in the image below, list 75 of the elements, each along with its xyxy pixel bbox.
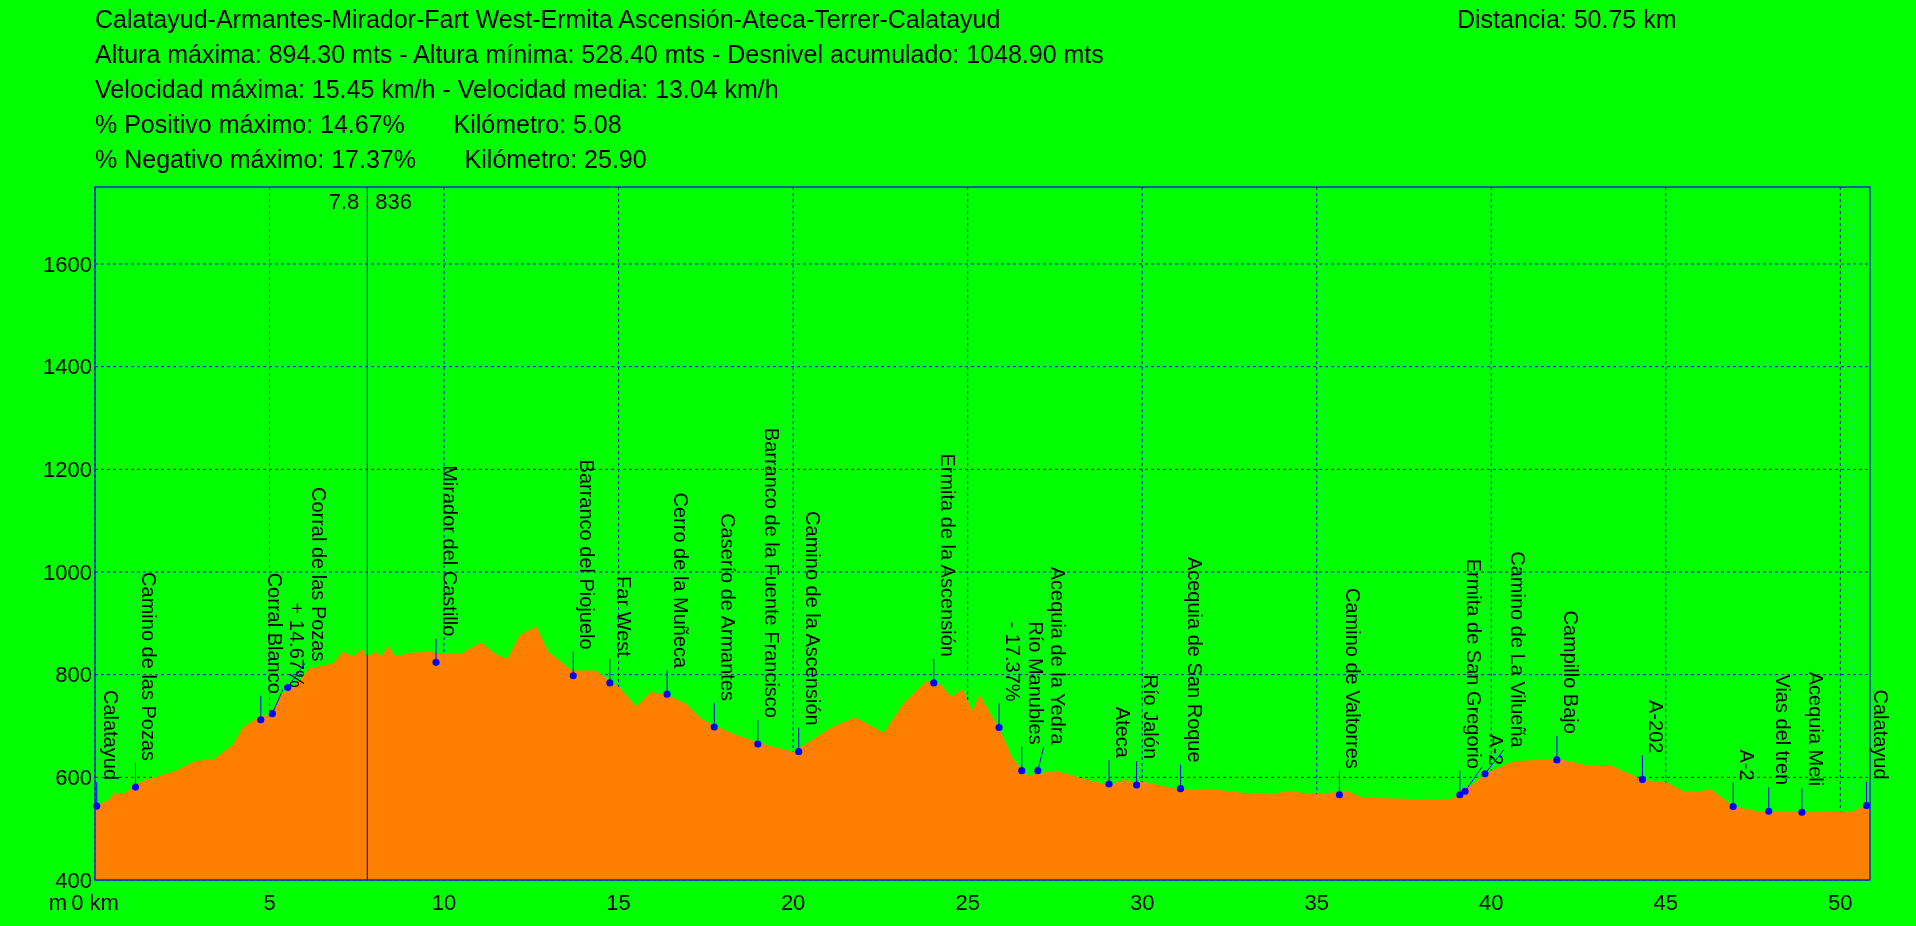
- annotation: + 14.67%: [285, 602, 308, 688]
- annotation: Ateca: [1112, 706, 1135, 759]
- y-tick-label: 1000: [43, 559, 92, 585]
- annotation: Barranco de la Fuente Francisco: [760, 427, 783, 718]
- point: [257, 716, 265, 724]
- annotation: Camino de las Pozas: [138, 572, 161, 762]
- point: [710, 723, 718, 731]
- point: [1177, 785, 1185, 793]
- x-tick-label: 45: [1653, 890, 1679, 915]
- ref-line-label: 7.8: [328, 189, 360, 214]
- x-tick-label: 10: [431, 890, 457, 915]
- y-tick-label: 400: [55, 867, 92, 893]
- annotation: Acequia de San Roque: [1183, 556, 1206, 763]
- annotation: Barranco del Piojuelo: [576, 459, 599, 650]
- point: [930, 679, 938, 687]
- x-tick-label: 0 km: [71, 890, 119, 915]
- x-tick-label: 50: [1828, 890, 1853, 915]
- text: % Positivo máximo: 14.67% Kilómetro: 5.08: [95, 110, 622, 138]
- annotation: Camino de la Ascensión: [801, 511, 824, 726]
- annotation: Ermita de la Ascensión: [936, 453, 959, 657]
- point: [131, 783, 140, 791]
- annotation: Mirador del Castillo: [439, 465, 462, 637]
- point: [1461, 787, 1469, 795]
- x-tick-label: 40: [1479, 890, 1504, 915]
- text: % Negativo máximo: 17.37% Kilómetro: 25.90: [95, 145, 647, 173]
- chart-subtitle: Distancia: 50.75 km: [1457, 5, 1677, 33]
- point: [1862, 802, 1871, 810]
- text: Velocidad máxima: 15.45 km/h - Velocidad media: 13.04 km/h: [95, 75, 779, 103]
- point: [1481, 770, 1489, 778]
- point: [1765, 807, 1773, 815]
- annotation: - 17.37%: [1002, 621, 1025, 702]
- point: [1335, 791, 1343, 799]
- y-tick-label: 1200: [43, 457, 92, 483]
- annotation: Camino de Valtorres: [1342, 587, 1365, 769]
- x-tick-label: 30: [1129, 890, 1155, 915]
- annotation: Río Manubles: [1024, 621, 1047, 745]
- annotation: Campillo Bajo: [1559, 610, 1582, 734]
- annotation: Far West: [612, 576, 635, 658]
- x-tick-label: 35: [1304, 890, 1329, 915]
- point: [795, 748, 803, 756]
- x-tick-label: 15: [606, 890, 631, 915]
- point: [569, 672, 577, 680]
- x-tick-label: 20: [780, 890, 806, 915]
- annotation: A-202: [1645, 700, 1668, 754]
- annotation: A-2: [1484, 734, 1507, 766]
- annotation: Corral Blanco: [263, 572, 286, 694]
- y-tick-label: 1600: [43, 251, 92, 277]
- annotation: Ermita de San Gregorio: [1462, 558, 1485, 769]
- annotation: Camino de La Vilueña: [1506, 551, 1529, 749]
- x-tick-label: 5: [263, 890, 276, 915]
- text: Altura máxima: 894.30 mts - Altura mínima: 528.40 mts - Desnivel acumulado: 1048.90 mts: [95, 40, 1104, 68]
- annotation: Cerro de la Muñeca: [670, 492, 693, 670]
- annotation: A-2: [1736, 749, 1759, 781]
- point: [268, 710, 276, 718]
- annotation: 836: [375, 189, 412, 214]
- annotation: Corral de las Pozas: [307, 486, 330, 662]
- y-tick-label: 600: [55, 765, 92, 791]
- annotation: Vias del tren: [1771, 674, 1794, 786]
- y-axis-title: m: [48, 890, 67, 915]
- point: [1638, 775, 1646, 783]
- annotation: Río Jalón: [1139, 674, 1162, 760]
- point: [1729, 803, 1737, 811]
- annotation: Acequia Meli: [1804, 671, 1827, 787]
- y-tick-label: 1400: [43, 354, 92, 380]
- annotation: Acequia de la Yedra: [1046, 566, 1069, 746]
- annotation: Calatayud: [1869, 689, 1892, 780]
- annotation: Calatayud: [99, 690, 122, 781]
- point: [1456, 791, 1464, 799]
- chart-title: Calatayud-Armantes-Mirador-Fart West-Ermita Ascensión-Ateca-Terrer-Calatayud: [95, 5, 1001, 33]
- point: [1034, 767, 1042, 775]
- point: [1018, 767, 1026, 775]
- annotation: Caserío de Armantes: [717, 513, 740, 702]
- x-tick-label: 25: [955, 890, 980, 915]
- y-tick-label: 800: [55, 662, 92, 688]
- point: [1133, 781, 1141, 789]
